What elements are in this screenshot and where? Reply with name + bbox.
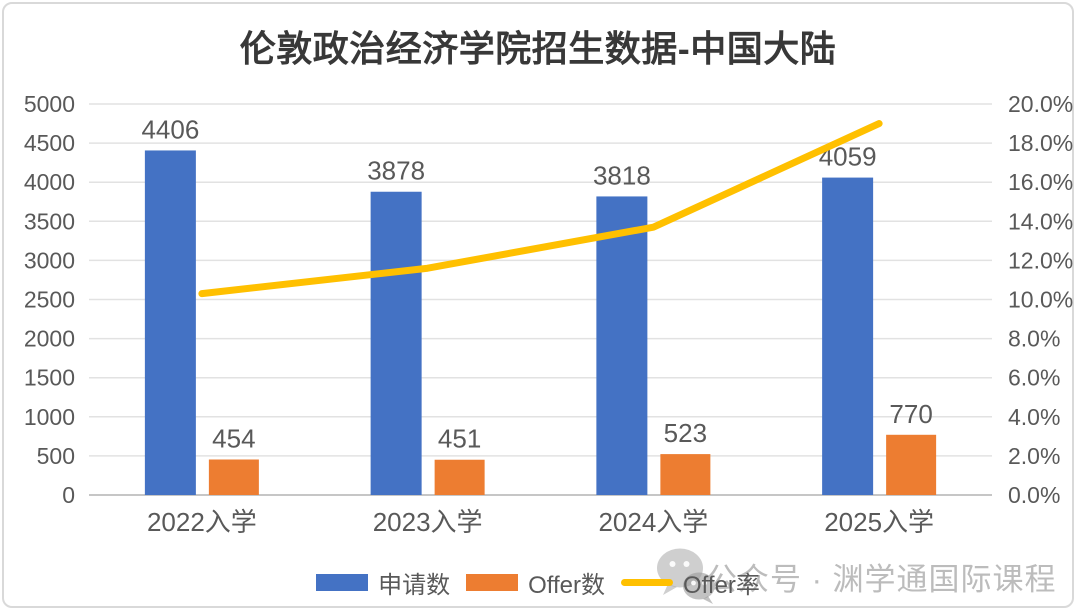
left-axis-tick: 500	[37, 443, 75, 469]
right-axis-tick: 16.0%	[1008, 169, 1073, 195]
left-axis-tick: 2500	[24, 287, 75, 313]
x-axis-label: 2025入学	[824, 507, 934, 537]
right-axis-tick: 2.0%	[1008, 443, 1060, 469]
bar-Offer数	[434, 459, 485, 495]
right-axis-tick: 4.0%	[1008, 404, 1060, 430]
bar-value-label: 523	[664, 418, 707, 448]
watermark: 公众号 · 渊学通国际课程	[654, 546, 1057, 606]
left-axis-tick: 5000	[24, 91, 75, 117]
right-axis-tick: 10.0%	[1008, 287, 1073, 313]
right-axis-tick: 14.0%	[1008, 208, 1073, 234]
right-axis-tick: 8.0%	[1008, 326, 1060, 352]
legend-label: Offer数	[528, 572, 605, 599]
bar-申请数	[822, 177, 874, 496]
x-axis-label: 2022入学	[147, 507, 257, 537]
left-axis-tick: 3000	[24, 247, 75, 273]
left-axis-tick: 1500	[24, 365, 75, 391]
watermark-text: 公众号 · 渊学通国际课程	[706, 561, 1057, 597]
legend-label: Offer率	[683, 572, 760, 599]
legend-item: Offer率	[621, 565, 760, 600]
right-axis-tick: 0.0%	[1008, 482, 1060, 508]
legend-label: 申请数	[378, 572, 451, 599]
chart-panel: 伦敦政治经济学院招生数据-中国大陆 0 0.0% 500 2.0% 1000 4.0% 15…	[2, 2, 1074, 608]
legend-swatch-bar	[466, 574, 519, 591]
legend-swatch-bar	[316, 574, 369, 591]
bar-value-label: 4406	[141, 114, 199, 144]
bar-value-label: 3818	[593, 160, 651, 190]
right-axis-tick: 18.0%	[1008, 130, 1073, 156]
bar-Offer数	[208, 459, 259, 495]
wechat-icon	[657, 548, 715, 604]
bar-申请数	[144, 150, 196, 495]
right-axis-tick: 12.0%	[1008, 247, 1073, 273]
bar-Offer数	[886, 434, 937, 495]
left-axis-tick: 2000	[24, 326, 75, 352]
bar-value-label: 770	[889, 399, 932, 429]
left-axis-tick: 3500	[24, 208, 75, 234]
right-axis-tick: 6.0%	[1008, 365, 1060, 391]
line-Offer率	[198, 120, 883, 298]
legend-item: Offer数	[466, 565, 605, 600]
bar-value-label: 3878	[367, 156, 425, 186]
bar-value-label: 451	[438, 424, 481, 454]
left-axis-tick: 4500	[24, 130, 75, 156]
legend: 申请数 Offer数 Offer率	[4, 565, 1072, 600]
x-axis-label: 2024入学	[598, 507, 708, 537]
right-axis-tick: 20.0%	[1008, 91, 1073, 117]
bar-申请数	[370, 191, 422, 495]
x-axis-label: 2023入学	[373, 507, 483, 537]
left-axis-tick: 0	[62, 482, 75, 508]
legend-item: 申请数	[316, 565, 450, 600]
left-axis-tick: 1000	[24, 404, 75, 430]
bar-申请数	[596, 196, 648, 495]
legend-swatch-line	[621, 579, 673, 586]
bar-value-label: 454	[212, 423, 255, 453]
left-axis-tick: 4000	[24, 169, 75, 195]
bar-Offer数	[660, 454, 711, 495]
chart-title: 伦敦政治经济学院招生数据-中国大陆	[239, 28, 837, 69]
